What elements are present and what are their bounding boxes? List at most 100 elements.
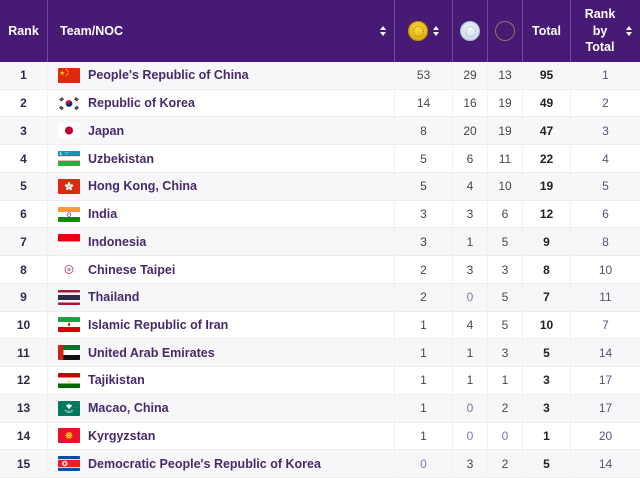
total-cell: 7 — [522, 283, 570, 311]
bronze-cell: 11 — [487, 145, 522, 172]
gold-cell: 2 — [394, 256, 452, 283]
rank-by-total-cell: 7 — [570, 311, 640, 339]
rank-by-total-value: 14 — [598, 456, 613, 471]
rank-cell: 9 — [0, 284, 47, 311]
total-cell: 12 — [522, 200, 570, 228]
team-name[interactable]: Chinese Taipei — [88, 262, 176, 277]
gold-cell: 5 — [394, 172, 452, 200]
table-row: 2 Republic of Korea 14 16 19 49 2 — [0, 89, 640, 118]
silver-cell: 6 — [452, 145, 487, 172]
silver-count: 0 — [466, 401, 474, 416]
rank-by-total-cell: 4 — [570, 145, 640, 172]
team-name[interactable]: United Arab Emirates — [88, 345, 215, 360]
team-name[interactable]: People's Republic of China — [88, 68, 249, 83]
silver-count: 1 — [466, 234, 474, 249]
team-cell: Islamic Republic of Iran — [47, 311, 394, 339]
rank-cell: 5 — [0, 173, 47, 200]
bronze-cell: 5 — [487, 283, 522, 311]
table-body: 1 People's Republic of China 53 29 13 95 1 2 Rep… — [0, 62, 640, 478]
gold-cell: 1 — [394, 422, 452, 450]
team-name[interactable]: Hong Kong, China — [88, 179, 198, 194]
header-rank-by-total[interactable]: Rank by Total — [570, 0, 640, 62]
sort-rank-by-total-icon[interactable] — [626, 26, 632, 36]
sort-team-icon[interactable] — [380, 26, 386, 36]
table-row: 11 United Arab Emirates 1 1 3 5 14 — [0, 339, 640, 368]
bronze-cell: 19 — [487, 117, 522, 145]
table-header: Rank Team/NOC Total Rank by Total — [0, 0, 640, 62]
total-cell: 5 — [522, 450, 570, 478]
rank-value: 13 — [16, 401, 31, 416]
rank-by-total-cell: 20 — [570, 422, 640, 450]
bronze-medal-icon — [495, 21, 515, 41]
bronze-count: 2 — [501, 401, 509, 416]
flag-icon-hkg — [58, 178, 80, 194]
table-row: 12 Tajikistan 1 1 1 3 17 — [0, 367, 640, 395]
total-count: 8 — [543, 262, 550, 277]
bronze-count: 5 — [501, 317, 509, 332]
total-cell: 49 — [522, 89, 570, 117]
total-count: 12 — [539, 207, 554, 222]
team-cell: Thailand — [47, 283, 394, 311]
rank-cell: 15 — [0, 450, 47, 477]
header-team-noc[interactable]: Team/NOC — [47, 0, 394, 62]
bronze-cell: 3 — [487, 339, 522, 367]
bronze-count: 13 — [498, 68, 512, 83]
total-cell: 8 — [522, 256, 570, 283]
team-cell: Chinese Taipei — [47, 256, 394, 283]
total-cell: 3 — [522, 394, 570, 422]
gold-cell: 1 — [394, 394, 452, 422]
rank-value: 14 — [16, 428, 31, 443]
team-name[interactable]: Indonesia — [88, 234, 147, 249]
silver-cell: 1 — [452, 228, 487, 256]
rank-by-total-value: 1 — [602, 68, 609, 83]
table-row: 5 Hong Kong, China 5 4 10 19 5 — [0, 172, 640, 201]
gold-count: 3 — [420, 207, 427, 222]
bronze-count: 6 — [501, 207, 509, 222]
silver-cell: 3 — [452, 450, 487, 478]
flag-icon-tjk — [58, 372, 80, 388]
total-count: 3 — [543, 373, 550, 388]
header-rank: Rank — [0, 0, 47, 62]
team-name[interactable]: Thailand — [88, 290, 140, 305]
rank-by-total-cell: 14 — [570, 339, 640, 367]
header-total: Total — [522, 0, 570, 62]
bronze-cell: 1 — [487, 367, 522, 394]
rank-by-total-value: 7 — [602, 317, 609, 332]
team-cell: Democratic People's Republic of Korea — [47, 450, 394, 478]
team-name[interactable]: Republic of Korea — [88, 96, 195, 111]
sort-gold-icon[interactable] — [433, 26, 439, 36]
team-name[interactable]: Democratic People's Republic of Korea — [88, 456, 321, 471]
bronze-cell: 6 — [487, 200, 522, 228]
gold-count: 0 — [420, 456, 427, 471]
total-cell: 22 — [522, 145, 570, 172]
team-name[interactable]: Tajikistan — [88, 373, 145, 388]
gold-cell: 53 — [394, 62, 452, 89]
team-cell: Japan — [47, 117, 394, 145]
silver-count: 1 — [466, 345, 474, 360]
silver-cell: 3 — [452, 200, 487, 228]
silver-cell: 4 — [452, 311, 487, 339]
rank-by-total-value: 4 — [602, 151, 609, 166]
header-team-label: Team/NOC — [60, 24, 123, 38]
team-name[interactable]: Japan — [88, 123, 125, 138]
rank-by-total-value: 11 — [599, 290, 612, 305]
rank-by-total-cell: 17 — [570, 367, 640, 394]
team-name[interactable]: India — [88, 207, 118, 222]
silver-count: 6 — [466, 151, 474, 166]
silver-count: 4 — [466, 317, 474, 332]
rank-by-total-value: 20 — [598, 428, 613, 443]
team-cell: People's Republic of China — [47, 62, 394, 89]
gold-count: 3 — [420, 234, 427, 249]
header-gold[interactable] — [394, 0, 452, 62]
team-name[interactable]: Kyrgyzstan — [88, 428, 156, 443]
silver-cell: 29 — [452, 62, 487, 89]
team-name[interactable]: Islamic Republic of Iran — [88, 317, 229, 332]
total-cell: 3 — [522, 367, 570, 394]
silver-medal-icon — [460, 21, 480, 41]
bronze-cell: 13 — [487, 62, 522, 89]
team-name[interactable]: Macao, China — [88, 401, 169, 416]
bronze-count: 5 — [501, 234, 509, 249]
silver-cell: 4 — [452, 172, 487, 200]
team-name[interactable]: Uzbekistan — [88, 151, 154, 166]
silver-cell: 0 — [452, 394, 487, 422]
